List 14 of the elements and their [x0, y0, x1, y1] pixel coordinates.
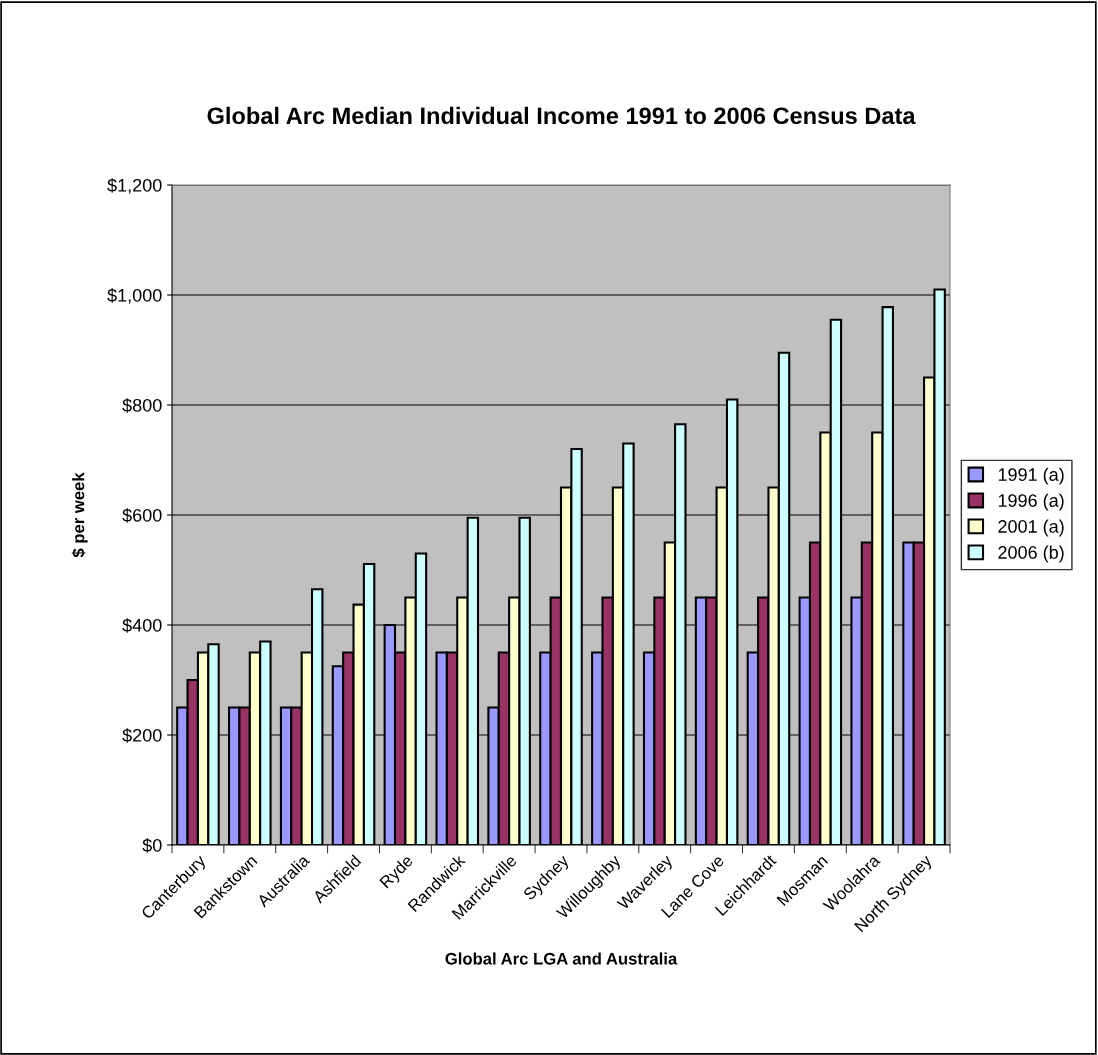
y-tick-label: $400: [122, 618, 162, 633]
legend-label: 1996 (a): [998, 493, 1064, 511]
y-tick-label: $600: [122, 508, 162, 523]
y-tick-label: $1,200: [107, 178, 162, 194]
legend-label: 1991 (a): [998, 467, 1064, 485]
legend-label: 2006 (b): [998, 545, 1064, 563]
x-axis-title: Global Arc LGA and Australia: [445, 952, 678, 965]
y-axis-title: $ per week: [71, 472, 88, 558]
chart-title: Global Arc Median Individual Income 1991 to 2006 Census Data: [207, 106, 916, 125]
legend-label: 2001 (a): [998, 519, 1064, 537]
y-tick-label: $200: [122, 728, 162, 743]
y-tick-label: $800: [122, 398, 162, 413]
y-tick-label: $0: [142, 838, 162, 853]
y-tick-label: $1,000: [107, 288, 162, 304]
